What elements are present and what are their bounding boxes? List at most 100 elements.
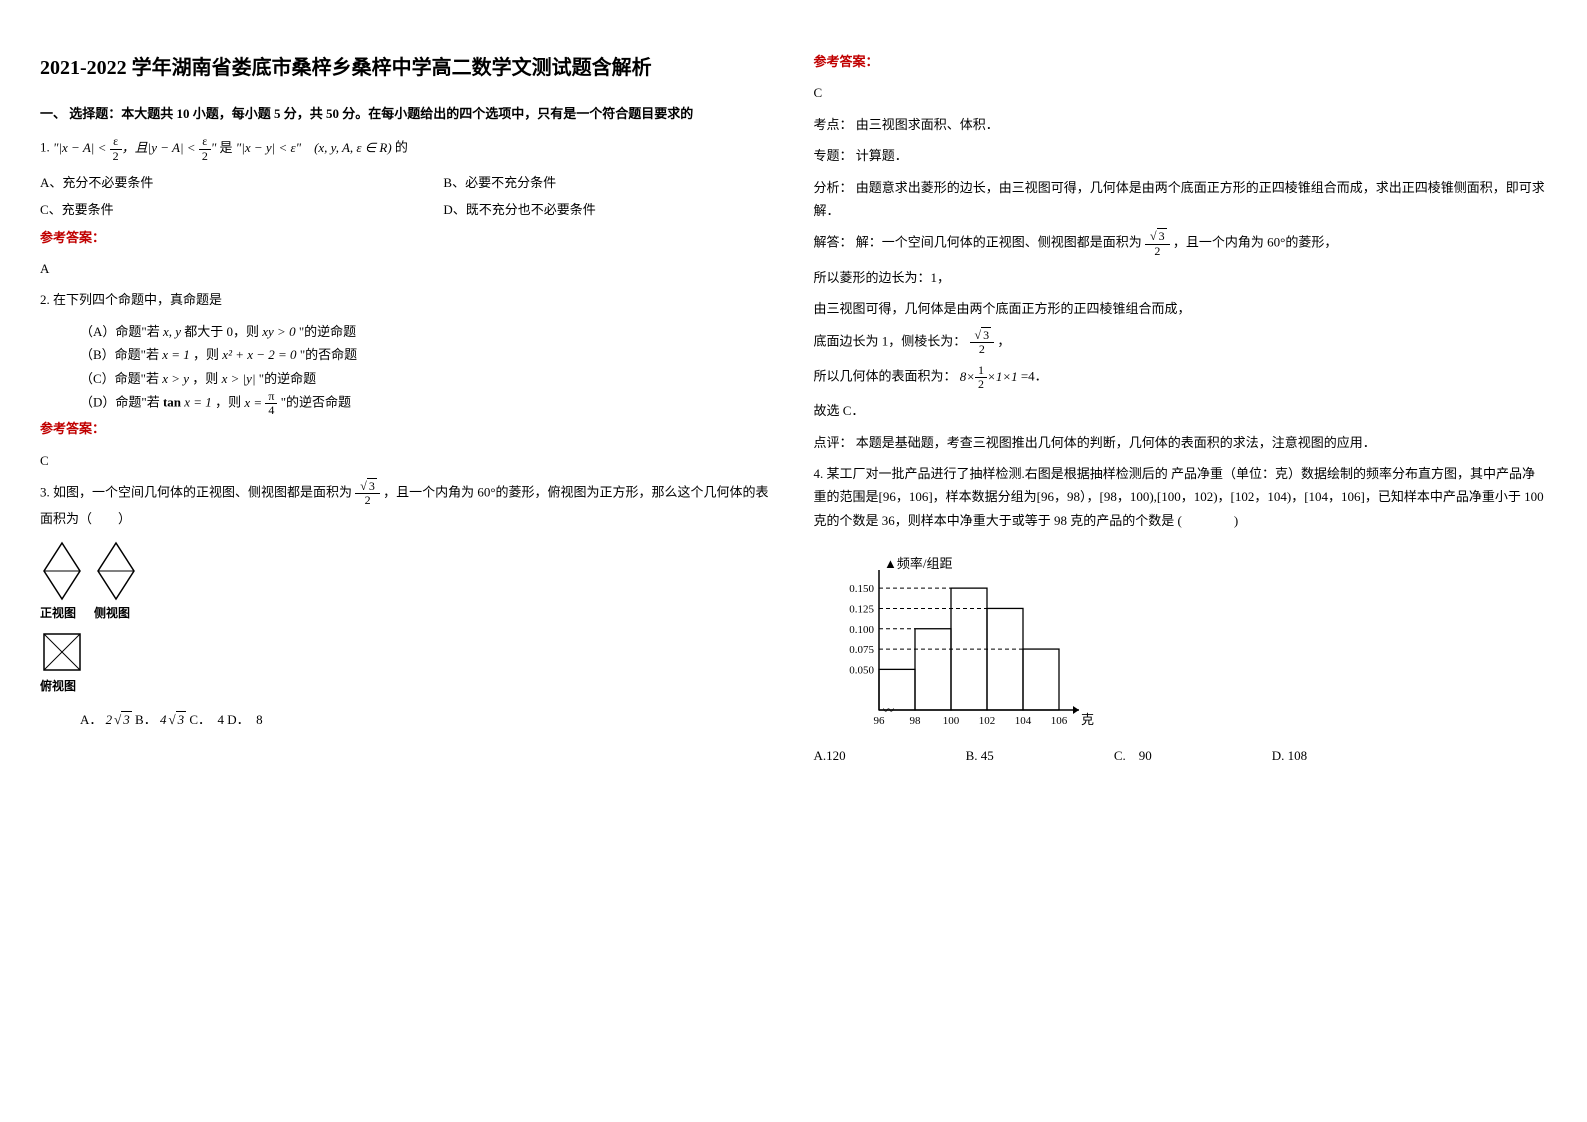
jd-post: ，且一个内角为 60°的菱形， (1173, 235, 1337, 250)
q2-num: 2. (40, 292, 50, 307)
histogram: ▲频率/组距〰 0.050 0.075 0.100 0.125 0.150 96 98 100 1… (814, 540, 1548, 740)
q1-optA: A、充分不必要条件 (40, 171, 443, 194)
side-view-label: 侧视图 (94, 603, 138, 625)
question-1: 1. "|x − A| < ε2，且|y − A| < ε2" 是 "|x − … (40, 135, 774, 162)
q3-optD: D． 8 (227, 712, 262, 727)
zt-label: 专题： (814, 148, 853, 163)
q3-zt: 专题： 计算题． (814, 144, 1548, 167)
q3-optB-v: 43 (160, 712, 186, 727)
q3-optA-v: 23 (106, 712, 132, 727)
q3-jd: 解答： 解：一个空间几何体的正视图、侧视图都是面积为 32 ，且一个内角为 60… (814, 230, 1548, 257)
left-column: 2021-2022 学年湖南省娄底市桑梓乡桑梓中学高二数学文测试题含解析 一、 … (40, 50, 774, 768)
q1-optC: C、充要条件 (40, 198, 443, 221)
q3-dp: 点评： 本题是基础题，考查三视图推出几何体的判断，几何体的表面积的求法，注意视图… (814, 431, 1548, 454)
svg-text:〰: 〰 (883, 705, 894, 717)
q2-optC: （C）命题"若 x > y ，则 x > |y| "的逆命题 (80, 367, 774, 390)
jd-l4-frac: 32 (970, 333, 995, 348)
q2C-mid: ，则 (192, 371, 218, 386)
q2D-mid: ，则 (215, 395, 241, 410)
jd-l5-expr: 8×12×1×1 (960, 369, 1018, 384)
q3-kd: 考点： 由三视图求面积、体积． (814, 113, 1548, 136)
q2-optA: （A）命题"若 x, y 都大于 0，则 xy > 0 "的逆命题 (80, 320, 774, 343)
square-icon (40, 630, 84, 674)
question-4: 4. 某工厂对一批产品进行了抽样检测.右图是根据抽样检测后的 产品净重（单位：克… (814, 462, 1548, 532)
top-view: 俯视图 (40, 630, 774, 698)
svg-text:106: 106 (1050, 715, 1067, 727)
q2-optB: （B）命题"若 x = 1 ，则 x² + x − 2 = 0 "的否命题 (80, 343, 774, 366)
q1-optB: B、必要不充分条件 (443, 171, 773, 194)
page: 2021-2022 学年湖南省娄底市桑梓乡桑梓中学高二数学文测试题含解析 一、 … (0, 0, 1587, 818)
question-2: 2. 在下列四个命题中，真命题是 (40, 288, 774, 311)
q2C-m2: x > |y| (222, 371, 256, 386)
svg-text:100: 100 (942, 715, 959, 727)
q1-math: "|x − A| < ε2，且|y − A| < ε2" 是 "|x − y| … (53, 140, 395, 155)
jd-l2: 所以菱形的边长为：1， (814, 266, 1548, 289)
q1-optD: D、既不充分也不必要条件 (443, 198, 773, 221)
top-view-label: 俯视图 (40, 676, 774, 698)
svg-text:▲频率/组距: ▲频率/组距 (884, 556, 952, 571)
q2C-post: "的逆命题 (259, 371, 316, 386)
svg-text:0.100: 0.100 (849, 624, 874, 636)
histogram-svg: ▲频率/组距〰 0.050 0.075 0.100 0.125 0.150 96 98 100 1… (814, 540, 1094, 740)
q1-opts-2: C、充要条件 D、既不充分也不必要条件 (40, 198, 774, 221)
q2B-pre: （B）命题"若 (80, 347, 159, 362)
q3-optB: B． (135, 712, 157, 727)
front-view-label: 正视图 (40, 603, 84, 625)
svg-text:102: 102 (978, 715, 995, 727)
q2D-m1: tan x = 1 (163, 395, 212, 410)
svg-text:0.125: 0.125 (849, 604, 874, 616)
q1-ans: A (40, 257, 774, 280)
right-column: 参考答案： C 考点： 由三视图求面积、体积． 专题： 计算题． 分析： 由题意… (814, 50, 1548, 768)
svg-text:0.150: 0.150 (849, 583, 874, 595)
zt-text: 计算题． (856, 148, 908, 163)
svg-text:克: 克 (1081, 712, 1094, 727)
jd-l5: 所以几何体的表面积为： 8×12×1×1 =4． (814, 364, 1548, 391)
q1-num: 1. (40, 140, 50, 155)
q1-suffix: 的 (395, 140, 408, 155)
doc-title: 2021-2022 学年湖南省娄底市桑梓乡桑梓中学高二数学文测试题含解析 (40, 50, 774, 86)
jd-l3: 由三视图可得，几何体是由两个底面正方形的正四棱锥组合而成， (814, 297, 1548, 320)
rhombus-icon (94, 541, 138, 601)
jd-l5-pre: 所以几何体的表面积为： (814, 369, 957, 384)
q2A-m2: xy > 0 (262, 324, 295, 339)
q3-fx: 分析： 由题意求出菱形的边长，由三视图可得，几何体是由两个底面正方形的正四棱锥组… (814, 176, 1548, 223)
svg-text:96: 96 (873, 715, 885, 727)
dp-text: 本题是基础题，考查三视图推出几何体的判断，几何体的表面积的求法，注意视图的应用． (856, 435, 1376, 450)
q3-ans: C (814, 81, 1548, 104)
kd-text: 由三视图求面积、体积． (856, 117, 999, 132)
fx-text: 由题意求出菱形的边长，由三视图可得，几何体是由两个底面正方形的正四棱锥组合而成，… (814, 180, 1545, 218)
q4-stem: 某工厂对一批产品进行了抽样检测.右图是根据抽样检测后的 产品净重（单位：克）数据… (814, 466, 1544, 528)
question-3: 3. 如图，一个空间几何体的正视图、侧视图都是面积为 32 ，且一个内角为 60… (40, 480, 774, 531)
q3-optC: C． 4 (189, 712, 224, 727)
jd-l6: 故选 C． (814, 399, 1548, 422)
side-view: 侧视图 (94, 541, 138, 625)
q3-optA: A． (80, 712, 102, 727)
svg-text:104: 104 (1014, 715, 1031, 727)
q2-optD: （D）命题"若 tan x = 1 ，则 x = π4 "的逆否命题 (80, 390, 774, 417)
q4-optB: B. 45 (966, 744, 994, 767)
q4-optA: A.120 (814, 744, 846, 767)
svg-text:98: 98 (909, 715, 921, 727)
q2A-pre: （A）命题"若 (80, 324, 160, 339)
q2D-pre: （D）命题"若 (80, 395, 160, 410)
jd-l4-pre: 底面边长为 1，侧棱长为： (814, 333, 967, 348)
fx-label: 分析： (814, 180, 853, 195)
q2-stem: 在下列四个命题中，真命题是 (53, 292, 222, 307)
q4-optC: C. 90 (1114, 744, 1152, 767)
q4-optD: D. 108 (1272, 744, 1307, 767)
q2A-post: "的逆命题 (299, 324, 356, 339)
q2-ans-label: 参考答案： (40, 417, 774, 440)
q2D-m2: x = π4 (244, 395, 277, 410)
svg-text:0.075: 0.075 (849, 644, 874, 656)
rhombus-icon (40, 541, 84, 601)
q2B-post: "的否命题 (300, 347, 357, 362)
q4-opts: A.120 B. 45 C. 90 D. 108 (814, 744, 1548, 767)
q2B-mid: ，则 (193, 347, 219, 362)
jd-l4-post: ， (997, 333, 1010, 348)
jd-l4: 底面边长为 1，侧棱长为： 32 ， (814, 329, 1548, 356)
q3-opts: A． 23 B． 43 C． 4 D． 8 (80, 708, 774, 731)
q2C-pre: （C）命题"若 (80, 371, 159, 386)
svg-text:0.050: 0.050 (849, 665, 874, 677)
dp-label: 点评： (814, 435, 853, 450)
q2B-m1: x = 1 (162, 347, 190, 362)
